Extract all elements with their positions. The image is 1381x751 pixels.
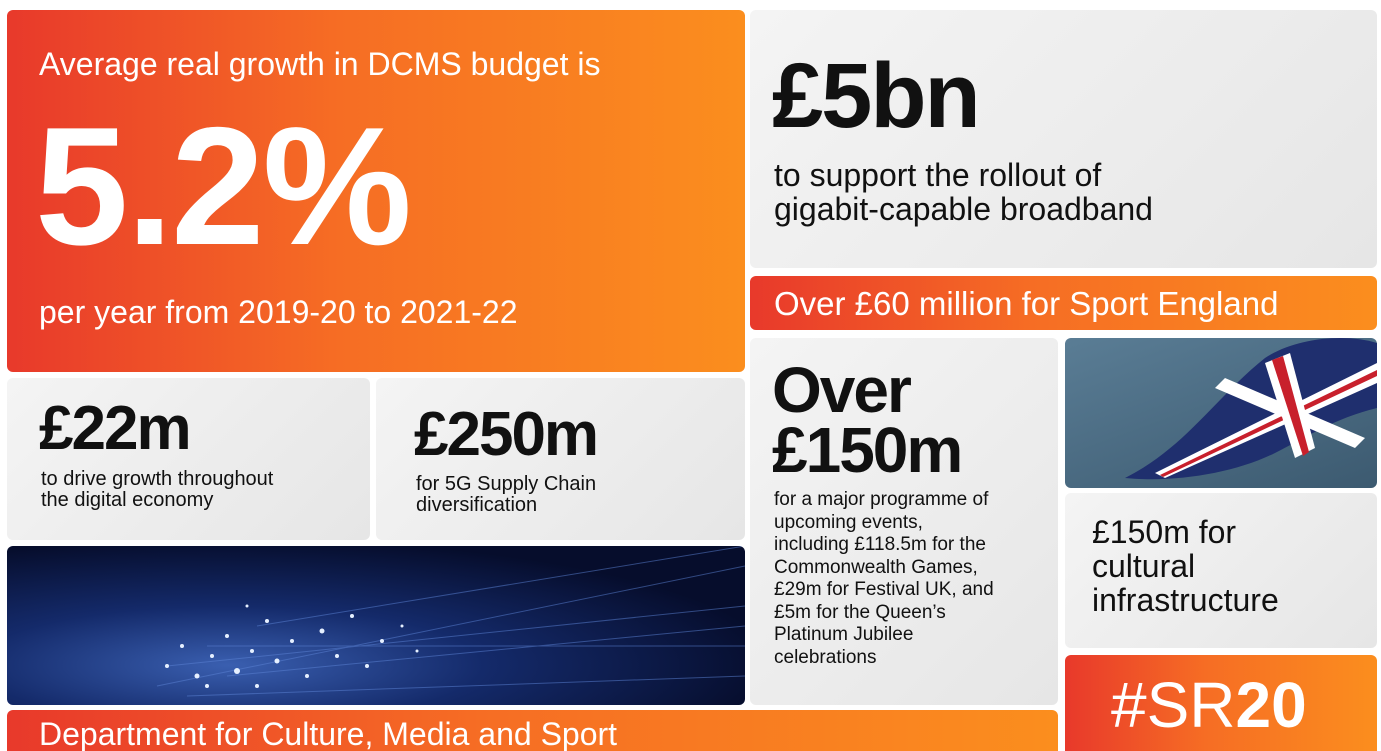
text-line: £29m for Festival UK, and xyxy=(774,579,994,602)
culture-tile: £150m for cultural infrastructure xyxy=(1065,493,1377,648)
text-line: diversification xyxy=(416,495,596,516)
hashtag: #SR20 xyxy=(1111,673,1307,737)
text-line: £5m for the Queen’s xyxy=(774,602,994,625)
text-line: upcoming events, xyxy=(774,512,994,535)
text-line: £150m xyxy=(772,420,961,480)
digital-tile: £22m to drive growth throughout the digi… xyxy=(7,378,370,540)
events-tile: Over £150m for a major programme of upco… xyxy=(750,338,1058,705)
infographic: Average real growth in DCMS budget is 5.… xyxy=(0,0,1381,751)
text-line: cultural xyxy=(1092,549,1279,583)
supply-chain-figure: £250m xyxy=(414,404,597,466)
sport-banner: Over £60 million for Sport England xyxy=(750,276,1377,330)
text-line: infrastructure xyxy=(1092,583,1279,617)
hashtag-tile: #SR20 xyxy=(1065,655,1377,751)
text-line: Commonwealth Games, xyxy=(774,557,994,580)
text-line: for a major programme of xyxy=(774,489,994,512)
budget-period: per year from 2019-20 to 2021-22 xyxy=(39,294,518,331)
text-line: £150m for xyxy=(1092,515,1279,549)
text-line: the digital economy xyxy=(41,490,273,511)
digital-text: to drive growth throughout the digital e… xyxy=(41,469,273,511)
budget-intro: Average real growth in DCMS budget is xyxy=(39,46,600,83)
hashtag-suffix: 20 xyxy=(1236,669,1307,741)
text-line: Over xyxy=(772,360,961,420)
broadband-text: to support the rollout of gigabit-capabl… xyxy=(774,158,1153,226)
fibre-image xyxy=(7,546,745,705)
flag-graphic xyxy=(1065,338,1377,488)
text-line: Platinum Jubilee xyxy=(774,624,994,647)
supply-chain-tile: £250m for 5G Supply Chain diversificatio… xyxy=(376,378,745,540)
footer-text: Department for Culture, Media and Sport xyxy=(39,716,617,751)
budget-figure: 5.2% xyxy=(35,102,410,270)
text-line: celebrations xyxy=(774,647,994,670)
events-text: for a major programme of upcoming events… xyxy=(774,489,994,669)
broadband-tile: £5bn to support the rollout of gigabit-c… xyxy=(750,10,1377,268)
supply-chain-text: for 5G Supply Chain diversification xyxy=(416,474,596,516)
text-line: including £118.5m for the xyxy=(774,534,994,557)
flag-image xyxy=(1065,338,1377,488)
sport-text: Over £60 million for Sport England xyxy=(774,285,1278,323)
text-line: to support the rollout of xyxy=(774,158,1153,192)
text-line: to drive growth throughout xyxy=(41,469,273,490)
budget-tile: Average real growth in DCMS budget is 5.… xyxy=(7,10,745,372)
hashtag-prefix: #SR xyxy=(1111,669,1236,741)
text-line: gigabit-capable broadband xyxy=(774,192,1153,226)
text-line: for 5G Supply Chain xyxy=(416,474,596,495)
culture-text: £150m for cultural infrastructure xyxy=(1092,515,1279,617)
broadband-figure: £5bn xyxy=(772,50,979,142)
events-figure: Over £150m xyxy=(772,360,961,480)
footer-banner: Department for Culture, Media and Sport xyxy=(7,710,1058,751)
fibre-graphic xyxy=(7,546,745,705)
digital-figure: £22m xyxy=(39,398,190,460)
